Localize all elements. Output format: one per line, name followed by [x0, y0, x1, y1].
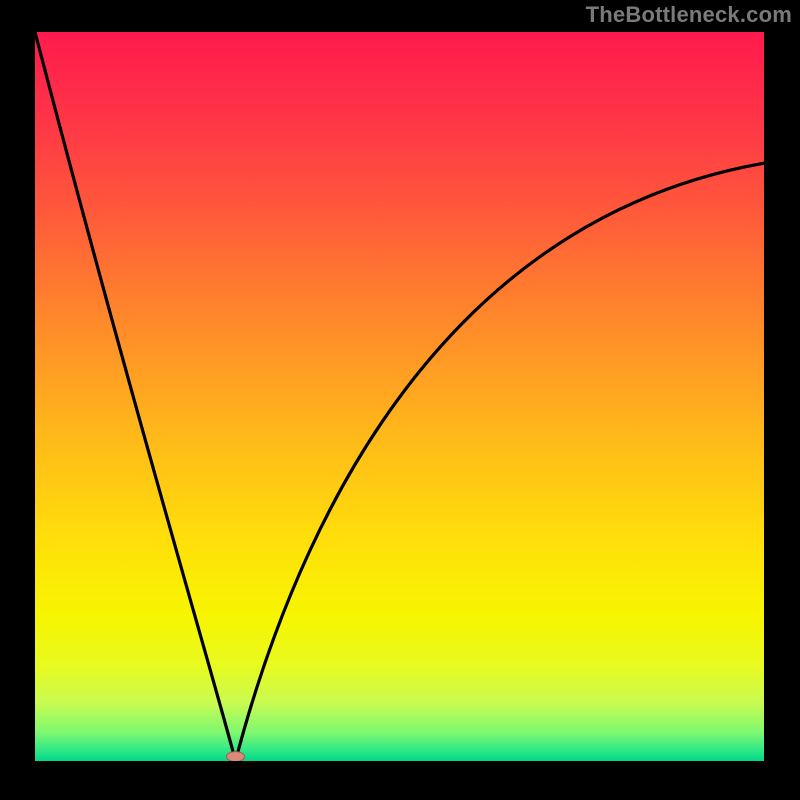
plot-area	[35, 32, 764, 761]
chart-container: TheBottleneck.com	[0, 0, 800, 800]
watermark-text: TheBottleneck.com	[586, 2, 792, 28]
minimum-marker	[226, 752, 244, 761]
